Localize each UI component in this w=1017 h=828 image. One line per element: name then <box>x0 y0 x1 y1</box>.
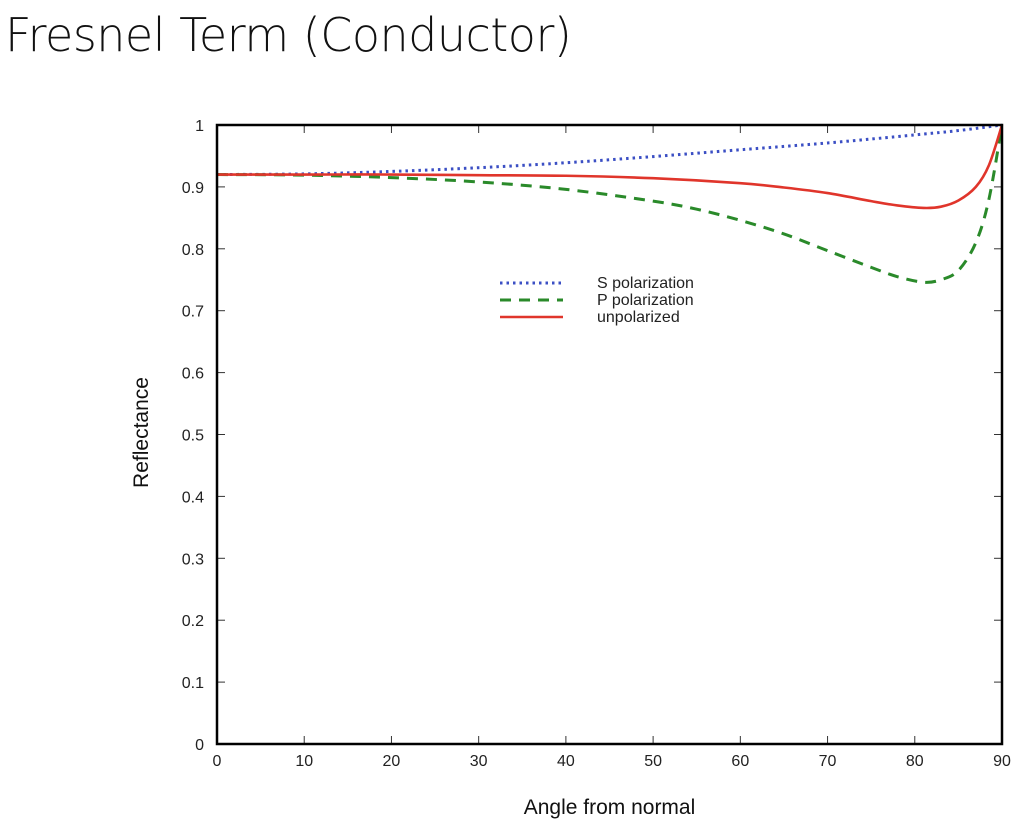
tick-labels: 0 10 20 30 40 50 60 70 80 90 0 0.1 0.2 0.3 0.4 0.5 0.6 0.… <box>182 118 1011 770</box>
slide-title: Fresnel Term (Conductor) <box>5 8 572 62</box>
y-tick-label: 0.6 <box>182 366 204 383</box>
y-tick-label: 0.8 <box>182 242 204 259</box>
x-tick-label: 70 <box>819 753 837 770</box>
x-tick-label: 80 <box>906 753 924 770</box>
x-tick-label: 0 <box>213 753 222 770</box>
y-tick-label: 0.2 <box>182 613 204 630</box>
x-tick-label: 90 <box>993 753 1011 770</box>
series-line-p-polarization <box>216 124 1004 284</box>
y-tick-label: 0.4 <box>182 489 204 506</box>
x-tick-label: 40 <box>557 753 575 770</box>
legend-label: unpolarized <box>597 309 680 326</box>
x-tick-label: 10 <box>295 753 313 770</box>
x-tick-label: 20 <box>383 753 401 770</box>
y-tick-label: 0.3 <box>182 551 204 568</box>
x-tick-label: 50 <box>644 753 662 770</box>
axis-ticks <box>216 124 1003 745</box>
y-tick-label: 1 <box>195 118 204 135</box>
series-layer <box>216 123 1004 284</box>
legend-label: P polarization <box>597 292 694 309</box>
y-tick-label: 0.1 <box>182 675 204 692</box>
plot-frame <box>215 123 1004 746</box>
y-tick-label: 0.5 <box>182 428 204 445</box>
x-tick-label: 30 <box>470 753 488 770</box>
legend-label: S polarization <box>597 275 694 292</box>
x-axis-label: Angle from normal <box>524 796 696 819</box>
y-axis-label: Reflectance <box>130 377 153 488</box>
series-line-unpolarized <box>217 124 1004 210</box>
y-tick-label: 0 <box>195 737 204 754</box>
y-tick-label: 0.7 <box>182 304 204 321</box>
x-tick-label: 60 <box>731 753 749 770</box>
series-line-s-polarization <box>216 123 1003 177</box>
y-tick-label: 0.9 <box>182 180 204 197</box>
